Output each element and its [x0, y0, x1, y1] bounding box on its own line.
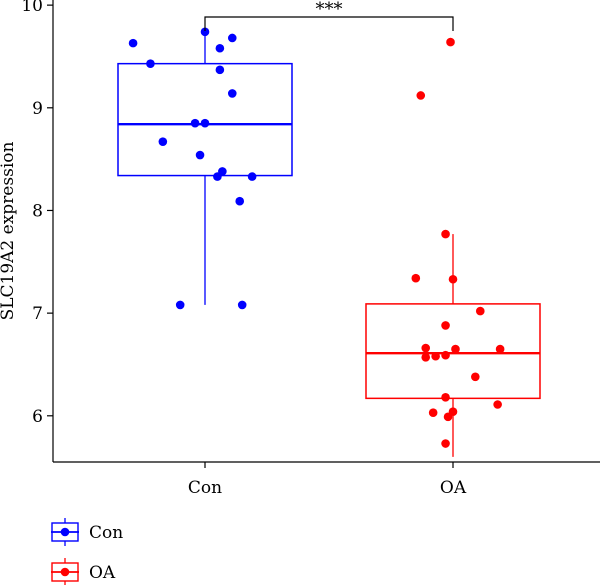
data-point-oa	[441, 321, 450, 330]
data-point-oa	[421, 343, 431, 353]
data-point-oa	[448, 407, 458, 416]
box-oa	[365, 234, 541, 457]
data-point-con	[200, 118, 210, 128]
data-point-oa	[441, 439, 450, 448]
data-point-con	[146, 59, 155, 68]
data-point-oa	[493, 400, 502, 409]
data-points	[128, 27, 505, 448]
data-point-oa	[411, 273, 421, 283]
legend-entry-con: Con	[51, 518, 123, 546]
box-rect	[365, 303, 541, 400]
box-con	[117, 31, 293, 305]
data-point-con	[190, 118, 200, 128]
y-tick-label: 8	[32, 201, 43, 221]
boxes	[117, 31, 541, 457]
data-point-con	[227, 33, 237, 43]
significance-bracket-line	[204, 16, 454, 31]
data-point-oa	[475, 306, 485, 316]
data-point-con	[128, 38, 138, 48]
data-point-oa	[471, 372, 480, 382]
data-point-oa	[446, 37, 455, 47]
data-point-con	[195, 150, 205, 160]
data-point-con	[227, 89, 237, 98]
y-axis-label: SLC19A2 expression	[0, 142, 18, 321]
legend-label: OA	[89, 563, 116, 583]
data-point-oa	[428, 408, 438, 418]
data-point-con	[175, 300, 185, 310]
y-tick-label: 7	[32, 304, 43, 324]
significance-label: ***	[316, 0, 343, 20]
data-point-con	[237, 300, 247, 310]
data-point-con	[247, 172, 257, 181]
data-point-oa	[451, 344, 460, 354]
x-axis-ticks: Con OA	[188, 462, 467, 498]
y-tick-label: 9	[32, 99, 43, 119]
x-tick-label: Con	[188, 478, 222, 498]
significance-bracket: ***	[204, 0, 454, 31]
box-rect	[117, 62, 293, 177]
legend-point-key	[60, 567, 70, 577]
plot-area: 6 7 8 9 10 Con OA ***	[21, 0, 600, 498]
data-point-oa	[448, 274, 458, 284]
legend-label: Con	[89, 523, 123, 543]
data-point-con	[235, 196, 245, 206]
y-tick-label: 6	[32, 407, 43, 427]
data-point-oa	[416, 91, 426, 100]
data-point-oa	[431, 351, 440, 361]
legend-point-key	[60, 527, 70, 537]
data-point-oa	[441, 229, 450, 239]
data-point-con	[158, 137, 168, 146]
y-axis-ticks: 6 7 8 9 10	[21, 0, 53, 427]
data-point-oa	[421, 352, 431, 362]
legend: Con OA	[51, 518, 123, 585]
data-point-oa	[441, 350, 450, 360]
data-point-con	[215, 65, 225, 75]
data-point-con	[215, 43, 225, 53]
legend-entry-oa: OA	[51, 558, 116, 585]
data-point-con	[213, 172, 222, 181]
x-tick-label: OA	[440, 478, 467, 498]
y-tick-label: 10	[21, 0, 43, 16]
data-point-oa	[441, 393, 450, 402]
data-point-oa	[495, 344, 505, 354]
data-point-con	[200, 27, 210, 37]
